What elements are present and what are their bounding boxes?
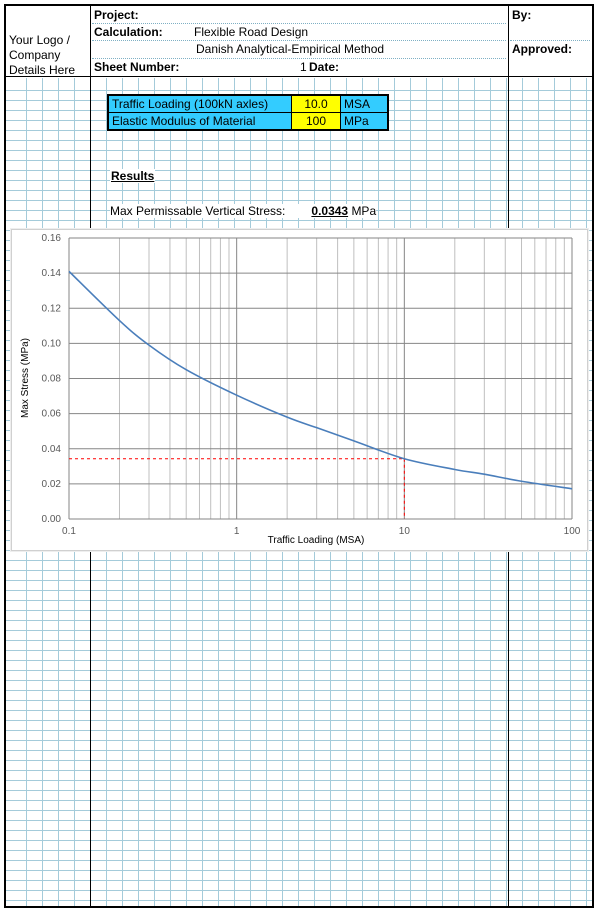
sheet-number-label: Sheet Number: [94, 60, 180, 74]
x-tick-label: 1 [234, 526, 240, 537]
calculation-label: Calculation: [94, 25, 163, 39]
input-table: Traffic Loading (100kN axles) 10.0 MSA E… [107, 94, 389, 131]
y-tick-label: 0.00 [42, 514, 62, 525]
x-tick-label: 0.1 [62, 526, 76, 537]
input-unit: MPa [340, 112, 389, 131]
input-row-modulus: Elastic Modulus of Material 100 MPa [107, 112, 389, 131]
max-stress-value: 0.0343 [311, 204, 349, 218]
y-tick-label: 0.12 [42, 303, 62, 314]
results-heading: Results [110, 169, 156, 183]
series-line [68, 270, 573, 490]
max-stress-result: Max Permissable Vertical Stress: 0.0343 M… [110, 204, 377, 218]
x-tick-label: 100 [564, 526, 581, 537]
max-stress-label: Max Permissable Vertical Stress: [110, 204, 286, 218]
by-label: By: [512, 8, 532, 22]
y-tick-label: 0.10 [42, 338, 62, 349]
calculation-title: Flexible Road Design [194, 25, 309, 39]
y-tick-label: 0.16 [42, 233, 62, 244]
max-stress-unit: MPa [351, 204, 377, 218]
company-logo-placeholder: Your Logo / Company Details Here [9, 33, 76, 77]
date-label: Date: [309, 60, 340, 74]
x-tick-label: 10 [399, 526, 411, 537]
input-label: Traffic Loading (100kN axles) [107, 94, 292, 113]
y-axis-label: Max Stress (MPa) [20, 338, 31, 418]
calculation-method: Danish Analytical-Empirical Method [196, 42, 385, 56]
y-tick-label: 0.08 [42, 374, 62, 385]
y-tick-label: 0.14 [42, 268, 62, 279]
y-tick-label: 0.04 [42, 444, 62, 455]
stress-chart-svg: 0.00 0.02 0.04 0.06 0.08 0.10 0.12 0.14 0.16 0.1… [20, 233, 581, 546]
sheet-header: Your Logo / Company Details Here Project… [6, 6, 592, 78]
approved-label: Approved: [512, 42, 572, 56]
input-row-traffic: Traffic Loading (100kN axles) 10.0 MSA [107, 94, 389, 113]
input-unit: MSA [340, 94, 389, 113]
sheet-number-value: 1 [300, 60, 307, 74]
elastic-modulus-input[interactable]: 100 [291, 112, 341, 131]
stress-chart: 0.00 0.02 0.04 0.06 0.08 0.10 0.12 0.14 0.16 0.1… [11, 229, 588, 551]
x-axis-label: Traffic Loading (MSA) [268, 535, 365, 546]
y-tick-label: 0.06 [42, 409, 62, 420]
project-label: Project: [94, 8, 139, 22]
traffic-loading-input[interactable]: 10.0 [291, 94, 341, 113]
calculation-sheet: Your Logo / Company Details Here Project… [4, 4, 594, 908]
input-label: Elastic Modulus of Material [107, 112, 292, 131]
y-tick-label: 0.02 [42, 479, 62, 490]
